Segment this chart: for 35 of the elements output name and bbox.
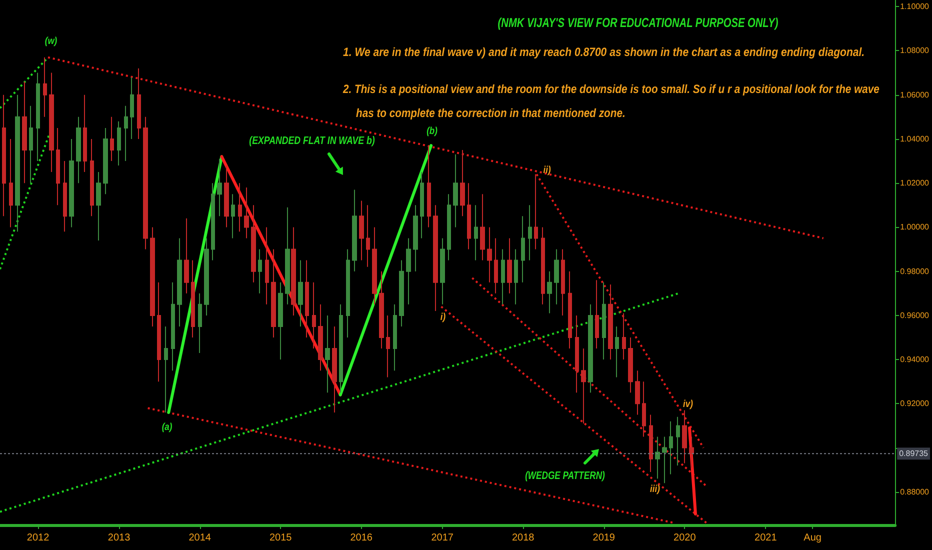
annotation: 1. We are in the final wave v) and it may reach 0.8700 as shown in the chart as a ending ending diagonal. [343, 46, 865, 60]
y-tick-label: 1.04000 [900, 134, 930, 144]
y-tick-label: 0.94000 [900, 355, 930, 364]
y-tick-label: 0.96000 [900, 310, 930, 320]
x-tick-label: Aug [804, 532, 822, 544]
x-tick-label: 2015 [269, 532, 292, 544]
y-tick-label: 1.08000 [900, 46, 930, 56]
annotation: (EXPANDED FLAT IN WAVE b) [249, 134, 376, 148]
annotation: i) [440, 312, 446, 322]
y-tick-label: 1.06000 [900, 90, 930, 100]
annotation: iv) [683, 398, 693, 410]
annotation: (w) [44, 36, 58, 46]
annotation: ii) [543, 164, 551, 176]
annotation: (b) [426, 126, 438, 136]
annotation: (WEDGE PATTERN) [525, 470, 605, 482]
x-tick-label: 2018 [512, 532, 535, 544]
annotation: (a) [162, 422, 172, 432]
x-tick-label: 2014 [188, 532, 212, 544]
annotation: 2. This is a positional view and the room for the downside is too small. So if u r a positional look for the wave has to complete the correction in that mentioned zone. [342, 84, 880, 120]
ref-line-label: 0.89735 [899, 449, 929, 458]
x-tick-label: 2020 [674, 532, 696, 544]
y-tick-label: 0.92000 [900, 399, 930, 408]
y-tick-label: 1.10000 [900, 2, 930, 12]
y-tick-label: 1.02000 [900, 178, 930, 188]
x-tick-label: 2013 [108, 532, 131, 544]
x-tick-label: 2016 [350, 532, 373, 544]
x-tick-label: 2017 [431, 532, 454, 544]
x-tick-label: 2019 [592, 532, 616, 544]
y-tick-label: 0.98000 [900, 266, 930, 276]
annotation: iii) [650, 484, 660, 494]
y-tick-label: 1.00000 [900, 222, 930, 232]
text: (NMK VIJAY'S VIEW FOR EDUCATIONAL PURPOSE ONLY) [498, 16, 778, 30]
x-tick-label: 2021 [754, 532, 778, 544]
x-tick-label: 2012 [26, 532, 50, 544]
y-tick-label: 0.88000 [900, 487, 930, 496]
